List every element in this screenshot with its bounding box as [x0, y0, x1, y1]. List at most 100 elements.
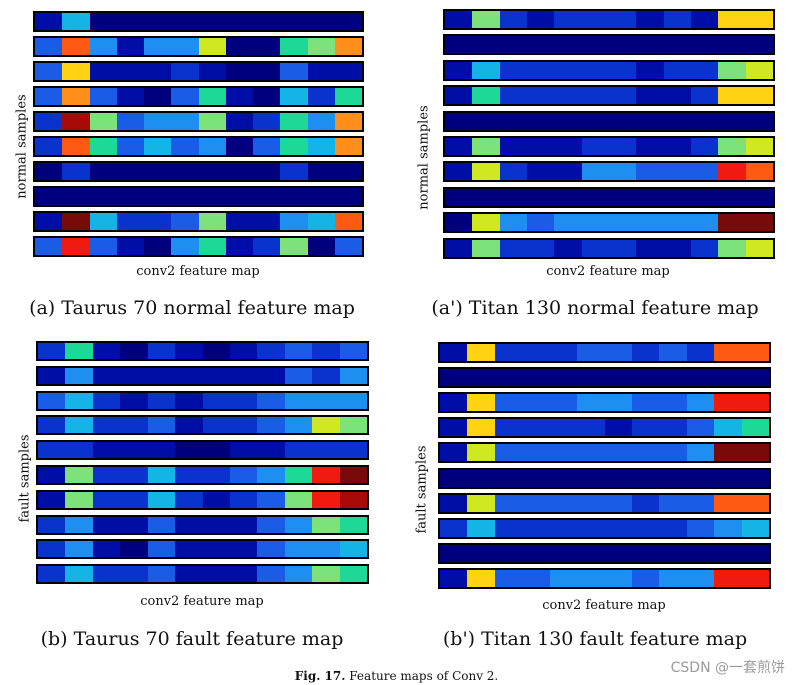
feature-cell	[604, 520, 632, 537]
feature-cell	[608, 163, 637, 180]
feature-cell	[608, 36, 637, 53]
feature-cell	[741, 470, 769, 487]
feature-cell	[686, 470, 715, 487]
feature-row	[33, 61, 364, 82]
feature-cell	[334, 138, 362, 155]
feature-cell	[202, 467, 230, 483]
feature-cell	[334, 238, 362, 255]
feature-cell	[35, 113, 63, 130]
feature-cell	[307, 88, 335, 105]
feature-cell	[65, 417, 93, 433]
feature-cell	[714, 570, 742, 587]
feature-cell	[280, 163, 308, 180]
feature-cell	[144, 238, 172, 255]
feature-row	[36, 465, 369, 485]
feature-cell	[253, 88, 281, 105]
feature-cell	[467, 419, 495, 436]
feature-cell	[686, 570, 715, 587]
feature-cell	[577, 545, 605, 562]
xlabel-a: conv2 feature map	[136, 264, 260, 279]
feature-row	[443, 9, 775, 30]
feature-cell	[445, 214, 473, 231]
feature-cell	[334, 38, 362, 55]
feature-cell	[659, 344, 687, 361]
feature-cell	[631, 545, 660, 562]
feature-cell	[171, 138, 199, 155]
feature-row	[438, 367, 771, 388]
feature-cell	[225, 13, 253, 30]
feature-cell	[659, 369, 687, 386]
feature-cell	[494, 419, 523, 436]
feature-cell	[253, 188, 281, 205]
feature-cell	[581, 214, 609, 231]
feature-cell	[745, 62, 773, 79]
feature-cell	[312, 492, 340, 508]
feature-cell	[741, 545, 769, 562]
feature-cell	[554, 113, 582, 130]
feature-cell	[467, 545, 495, 562]
feature-cell	[229, 467, 258, 483]
feature-cell	[526, 138, 555, 155]
feature-cell	[38, 393, 66, 409]
feature-cell	[144, 138, 172, 155]
feature-cell	[92, 566, 121, 582]
feature-cell	[144, 213, 172, 230]
feature-cell	[659, 570, 687, 587]
feature-cell	[686, 545, 715, 562]
feature-cell	[307, 13, 335, 30]
feature-cell	[636, 138, 664, 155]
feature-cell	[499, 36, 527, 53]
feature-cell	[62, 138, 90, 155]
feature-cell	[62, 238, 90, 255]
feature-cell	[554, 163, 582, 180]
feature-cell	[257, 368, 285, 384]
feature-cell	[440, 570, 468, 587]
feature-cell	[147, 467, 176, 483]
feature-cell	[718, 113, 746, 130]
feature-row	[443, 187, 775, 208]
feature-cell	[198, 188, 226, 205]
feature-cell	[62, 63, 90, 80]
feature-cell	[253, 163, 281, 180]
feature-cell	[198, 138, 226, 155]
feature-cell	[120, 467, 148, 483]
feature-cell	[690, 214, 719, 231]
feature-cell	[339, 566, 367, 582]
feature-cell	[445, 163, 473, 180]
feature-cell	[89, 138, 117, 155]
feature-cell	[312, 368, 340, 384]
feature-cell	[38, 541, 66, 557]
feature-cell	[65, 393, 93, 409]
feature-cell	[549, 369, 578, 386]
feature-cell	[445, 189, 473, 206]
feature-row	[438, 417, 771, 438]
feature-cell	[741, 344, 769, 361]
feature-cell	[686, 444, 715, 461]
feature-cell	[62, 88, 90, 105]
feature-cell	[257, 442, 285, 458]
feature-cell	[339, 417, 367, 433]
feature-cell	[499, 163, 527, 180]
feature-cell	[175, 492, 203, 508]
feature-cell	[659, 419, 687, 436]
feature-cell	[284, 442, 313, 458]
feature-cell	[116, 63, 144, 80]
feature-cell	[202, 393, 230, 409]
feature-cell	[257, 417, 285, 433]
feature-cell	[284, 393, 313, 409]
feature-cell	[440, 344, 468, 361]
feature-cell	[549, 520, 578, 537]
feature-cell	[280, 138, 308, 155]
feature-cell	[89, 113, 117, 130]
feature-cell	[549, 444, 578, 461]
feature-cell	[631, 419, 660, 436]
feature-cell	[280, 113, 308, 130]
feature-cell	[686, 394, 715, 411]
feature-cell	[608, 113, 637, 130]
feature-cell	[175, 517, 203, 533]
feature-cell	[741, 520, 769, 537]
feature-cell	[690, 11, 719, 28]
feature-cell	[636, 214, 664, 231]
feature-cell	[714, 444, 742, 461]
watermark: CSDN @一套煎饼	[670, 660, 785, 676]
